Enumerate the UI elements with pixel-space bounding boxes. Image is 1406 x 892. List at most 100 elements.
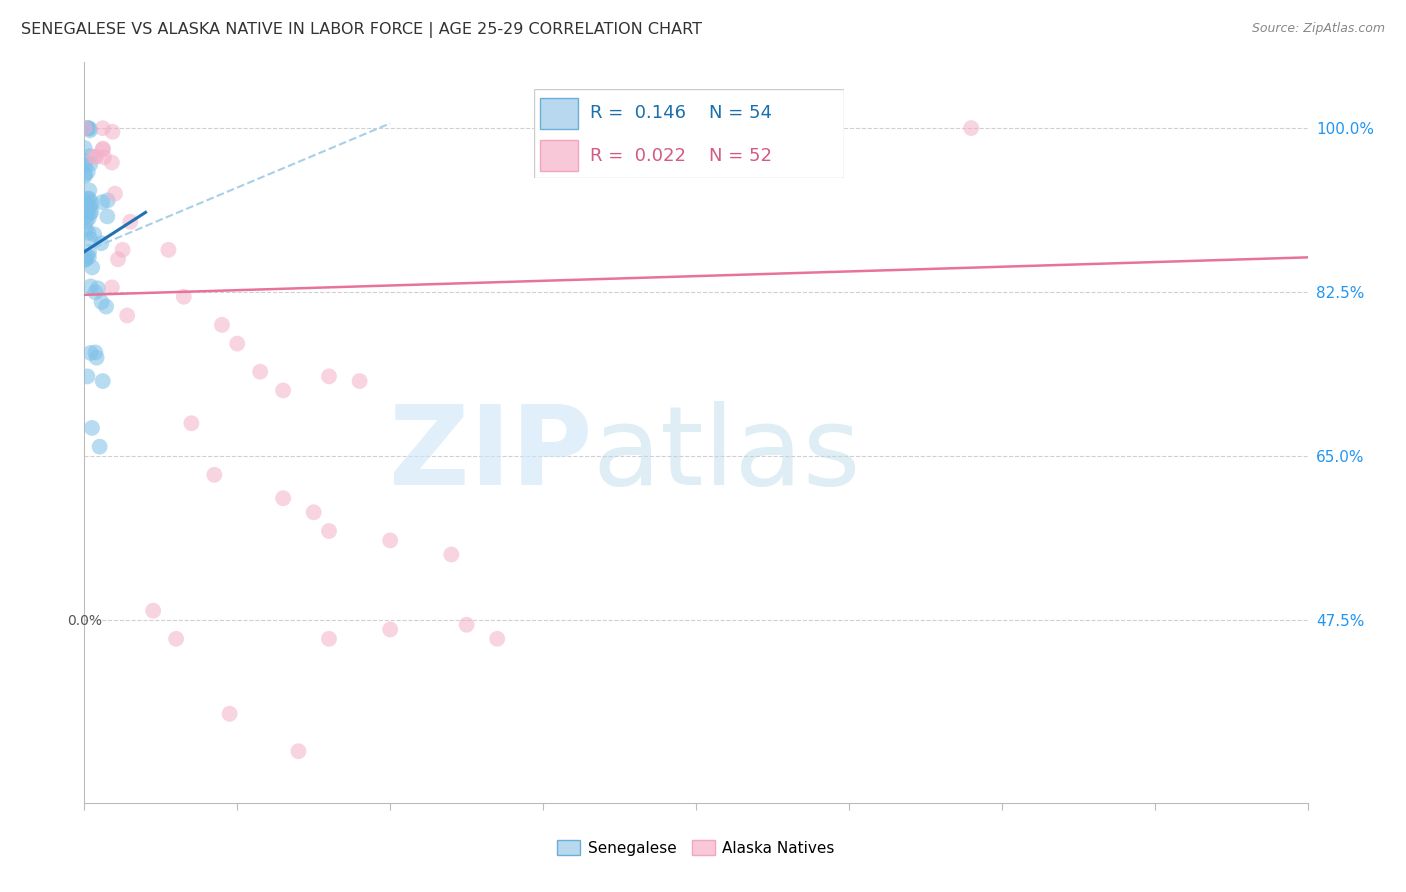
- Point: [77, 250, 100, 264]
- Point: [165, 632, 187, 646]
- Point: [287, 744, 309, 758]
- Point: [90, 295, 112, 310]
- Point: [76, 192, 98, 206]
- Point: [84, 345, 107, 359]
- Point: [101, 280, 124, 294]
- Point: [218, 706, 240, 721]
- Point: [75, 210, 97, 224]
- Point: [75, 198, 97, 212]
- Point: [75, 222, 97, 236]
- Point: [75, 252, 97, 267]
- Point: [79, 346, 101, 360]
- Point: [91, 143, 114, 157]
- Point: [77, 121, 100, 136]
- Point: [90, 236, 112, 251]
- Text: atlas: atlas: [592, 401, 860, 508]
- Point: [211, 318, 233, 332]
- Point: [79, 149, 101, 163]
- Point: [173, 290, 195, 304]
- Point: [86, 351, 108, 365]
- FancyBboxPatch shape: [534, 89, 844, 178]
- Point: [318, 632, 340, 646]
- Point: [76, 204, 98, 219]
- Point: [271, 491, 294, 506]
- Point: [73, 169, 96, 183]
- Point: [82, 260, 104, 275]
- Point: [89, 440, 111, 454]
- Legend: Senegalese, Alaska Natives: Senegalese, Alaska Natives: [551, 834, 841, 862]
- Point: [91, 121, 114, 136]
- Point: [77, 192, 100, 206]
- Point: [97, 194, 120, 208]
- Point: [349, 374, 371, 388]
- Point: [79, 157, 101, 171]
- Point: [77, 226, 100, 240]
- Point: [75, 215, 97, 229]
- Point: [79, 279, 101, 293]
- Point: [77, 211, 100, 225]
- Point: [91, 195, 114, 210]
- Point: [79, 123, 101, 137]
- Point: [94, 300, 117, 314]
- Point: [79, 232, 101, 246]
- Point: [302, 505, 325, 519]
- Point: [76, 369, 98, 384]
- FancyBboxPatch shape: [540, 140, 578, 171]
- Point: [91, 142, 114, 156]
- Point: [83, 227, 105, 242]
- Point: [84, 150, 107, 164]
- Point: [318, 524, 340, 538]
- Point: [120, 215, 142, 229]
- Point: [101, 125, 124, 139]
- Point: [318, 369, 340, 384]
- Point: [79, 121, 101, 136]
- Point: [76, 121, 98, 136]
- Point: [80, 205, 103, 219]
- Point: [79, 206, 101, 220]
- Point: [107, 252, 129, 267]
- FancyBboxPatch shape: [540, 98, 578, 129]
- Point: [84, 285, 107, 300]
- Point: [226, 336, 249, 351]
- Point: [83, 150, 105, 164]
- Point: [73, 121, 96, 136]
- Point: [271, 384, 294, 398]
- Point: [440, 548, 463, 562]
- Text: Source: ZipAtlas.com: Source: ZipAtlas.com: [1251, 22, 1385, 36]
- Text: SENEGALESE VS ALASKA NATIVE IN LABOR FORCE | AGE 25-29 CORRELATION CHART: SENEGALESE VS ALASKA NATIVE IN LABOR FOR…: [21, 22, 702, 38]
- Point: [380, 533, 402, 548]
- Text: R =  0.022    N = 52: R = 0.022 N = 52: [591, 147, 772, 165]
- Point: [76, 165, 98, 179]
- Point: [93, 150, 115, 164]
- Text: 0.0%: 0.0%: [67, 614, 101, 628]
- Point: [75, 168, 97, 182]
- Point: [202, 467, 225, 482]
- Point: [142, 604, 165, 618]
- Point: [157, 243, 180, 257]
- Point: [960, 121, 983, 136]
- Point: [79, 200, 101, 214]
- Point: [111, 243, 134, 257]
- Point: [456, 617, 478, 632]
- Point: [73, 141, 96, 155]
- Text: R =  0.146    N = 54: R = 0.146 N = 54: [591, 104, 772, 122]
- Point: [96, 210, 118, 224]
- Point: [101, 155, 124, 169]
- Point: [75, 194, 97, 208]
- Point: [76, 249, 98, 263]
- Point: [73, 198, 96, 212]
- Point: [79, 183, 101, 197]
- Point: [180, 416, 202, 430]
- Point: [249, 365, 271, 379]
- Point: [80, 421, 103, 435]
- Point: [380, 623, 402, 637]
- Point: [75, 252, 97, 266]
- Point: [115, 309, 138, 323]
- Point: [80, 196, 103, 211]
- Point: [75, 201, 97, 215]
- Point: [104, 186, 127, 201]
- Point: [486, 632, 509, 646]
- Point: [77, 245, 100, 260]
- Point: [73, 153, 96, 168]
- Point: [91, 374, 114, 388]
